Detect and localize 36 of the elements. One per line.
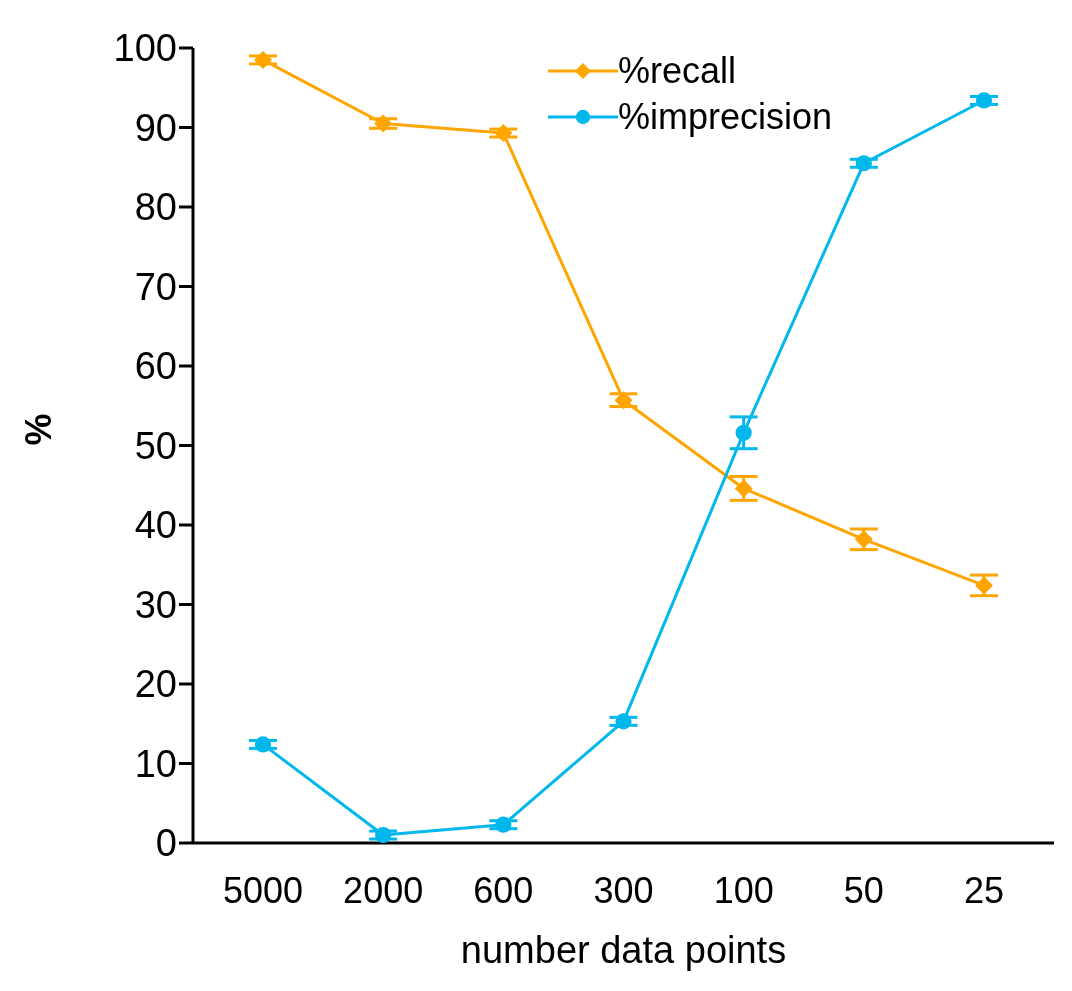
point — [975, 92, 993, 109]
point — [614, 391, 633, 410]
point — [374, 114, 393, 133]
x-tick-label: 25 — [963, 869, 1005, 911]
point — [494, 124, 513, 143]
y-tick-label: 30 — [134, 583, 177, 626]
point — [495, 816, 512, 833]
y-tick-label: 60 — [134, 345, 177, 388]
y-tick-label: 40 — [134, 504, 177, 547]
point — [375, 826, 392, 843]
point — [975, 576, 993, 595]
y-tick-label: 90 — [134, 106, 177, 149]
y-tick-label: 50 — [134, 424, 177, 467]
point — [854, 530, 873, 549]
y-axis-title: % — [17, 413, 59, 446]
y-tick-label: 100 — [113, 27, 177, 70]
legend-label: %imprecision — [618, 96, 833, 138]
x-axis-title: number data points — [460, 929, 787, 971]
point — [615, 713, 632, 730]
legend-label: %recall — [618, 50, 737, 92]
y-tick-label: 10 — [134, 742, 177, 785]
x-tick-label: 50 — [843, 869, 884, 911]
x-tick-label: 5000 — [222, 869, 304, 911]
y-tick-label: 80 — [134, 186, 177, 229]
point — [855, 155, 872, 172]
point — [254, 50, 272, 69]
point — [735, 424, 752, 441]
point — [734, 479, 753, 498]
y-tick-label: 70 — [134, 265, 177, 308]
point — [254, 736, 272, 753]
x-tick-label: 600 — [473, 869, 534, 911]
y-tick-label: 0 — [155, 822, 177, 865]
y-tick-label: 20 — [134, 663, 177, 706]
x-tick-label: 300 — [593, 869, 654, 911]
x-tick-label: 2000 — [343, 869, 424, 911]
x-tick-label: 100 — [713, 869, 774, 911]
